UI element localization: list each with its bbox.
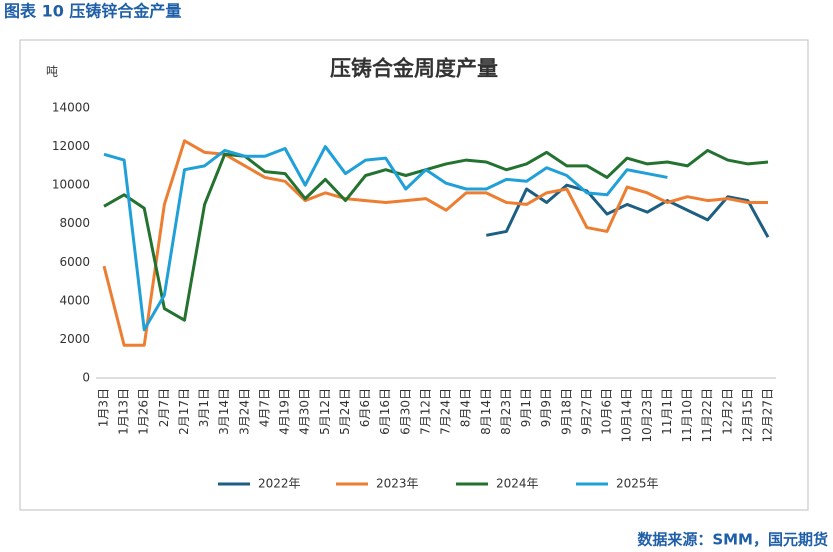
x-tick-label: 1月3日 bbox=[97, 388, 111, 427]
x-tick-label: 9月1日 bbox=[519, 388, 533, 427]
x-tick-label: 8月4日 bbox=[459, 388, 473, 427]
series-line bbox=[486, 183, 770, 238]
y-tick-label: 0 bbox=[82, 371, 90, 385]
x-tick-label: 4月7日 bbox=[257, 388, 271, 427]
x-tick-label: 8月23日 bbox=[499, 388, 513, 435]
series-line bbox=[103, 145, 668, 332]
x-tick-label: 9月9日 bbox=[539, 388, 553, 427]
x-tick-label: 7月24日 bbox=[439, 388, 453, 435]
caption: 图表 10 压铸锌合金产量 bbox=[4, 2, 181, 21]
x-tick-label: 7月12日 bbox=[418, 388, 432, 435]
x-tick-label: 2月17日 bbox=[177, 388, 191, 435]
chart-title: 压铸合金周度产量 bbox=[330, 56, 498, 81]
x-tick-label: 9月27日 bbox=[579, 388, 593, 435]
x-tick-label: 11月1日 bbox=[660, 388, 674, 435]
series-line bbox=[103, 148, 769, 322]
x-tick-label: 3月14日 bbox=[217, 388, 231, 435]
x-tick-label: 4月30日 bbox=[298, 388, 312, 435]
legend-label: 2022年 bbox=[258, 477, 301, 491]
x-tick-label: 2月7日 bbox=[157, 388, 171, 427]
x-tick-label: 9月18日 bbox=[559, 388, 573, 435]
legend-label: 2024年 bbox=[496, 477, 539, 491]
legend-label: 2025年 bbox=[616, 477, 659, 491]
y-tick-label: 12000 bbox=[52, 139, 90, 153]
series-line bbox=[102, 139, 768, 347]
y-tick-label: 14000 bbox=[52, 101, 90, 115]
source: 数据来源：SMM，国元期货 bbox=[637, 531, 828, 549]
x-tick-label: 11月22日 bbox=[700, 388, 714, 443]
legend-label: 2023年 bbox=[376, 477, 419, 491]
x-tick-label: 10月14日 bbox=[620, 388, 634, 443]
y-tick-label: 8000 bbox=[59, 216, 90, 230]
y-tick-label: 6000 bbox=[59, 255, 90, 269]
x-tick-label: 1月13日 bbox=[117, 388, 131, 435]
x-tick-label: 12月15日 bbox=[740, 388, 754, 443]
x-tick-label: 3月24日 bbox=[237, 388, 251, 435]
y-axis-label: 吨 bbox=[46, 65, 58, 79]
x-tick-label: 6月16日 bbox=[378, 388, 392, 435]
x-tick-label: 6月30日 bbox=[398, 388, 412, 435]
x-tick-label: 8月14日 bbox=[479, 388, 493, 435]
x-tick-label: 12月27日 bbox=[761, 388, 775, 443]
y-tick-label: 10000 bbox=[52, 178, 90, 192]
x-tick-label: 5月24日 bbox=[338, 388, 352, 435]
x-tick-label: 6月6日 bbox=[358, 388, 372, 427]
x-tick-label: 1月26日 bbox=[137, 388, 151, 435]
x-tick-label: 12月2日 bbox=[720, 388, 734, 435]
y-tick-label: 4000 bbox=[59, 293, 90, 307]
x-tick-label: 3月1日 bbox=[197, 388, 211, 427]
x-tick-label: 10月23日 bbox=[640, 388, 654, 443]
x-tick-label: 10月6日 bbox=[600, 388, 614, 435]
y-tick-label: 2000 bbox=[59, 332, 90, 346]
chart-frame bbox=[19, 39, 809, 511]
x-tick-label: 11月10日 bbox=[680, 388, 694, 443]
x-tick-label: 4月19日 bbox=[278, 388, 292, 435]
x-tick-label: 5月12日 bbox=[318, 388, 332, 435]
